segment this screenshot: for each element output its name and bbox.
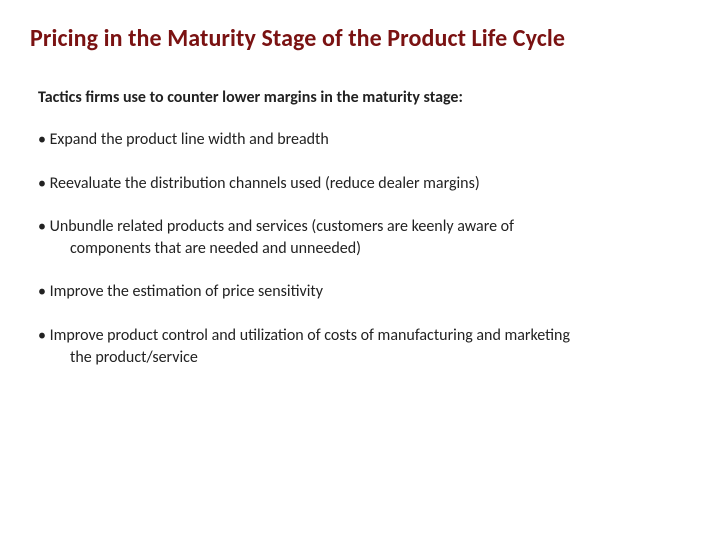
bullet-continuation: the product/service [70,347,690,369]
bullet-item: • Expand the product line width and brea… [38,129,690,151]
bullet-item: • Improve product control and utilizatio… [38,325,690,368]
slide-title: Pricing in the Maturity Stage of the Pro… [30,24,690,54]
bullet-text: • Improve the estimation of price sensit… [38,282,323,301]
bullet-continuation: components that are needed and unneeded) [70,238,690,260]
bullet-text: • Expand the product line width and brea… [38,130,329,149]
bullet-text: • Improve product control and utilizatio… [38,326,570,345]
bullet-item: • Unbundle related products and services… [38,216,690,259]
slide-subhead: Tactics firms use to counter lower margi… [38,88,690,107]
bullet-text: • Reevaluate the distribution channels u… [38,174,480,193]
slide: Pricing in the Maturity Stage of the Pro… [0,0,720,540]
bullet-text: • Unbundle related products and services… [38,217,514,236]
bullet-list: • Expand the product line width and brea… [38,129,690,368]
bullet-item: • Improve the estimation of price sensit… [38,281,690,303]
bullet-item: • Reevaluate the distribution channels u… [38,173,690,195]
